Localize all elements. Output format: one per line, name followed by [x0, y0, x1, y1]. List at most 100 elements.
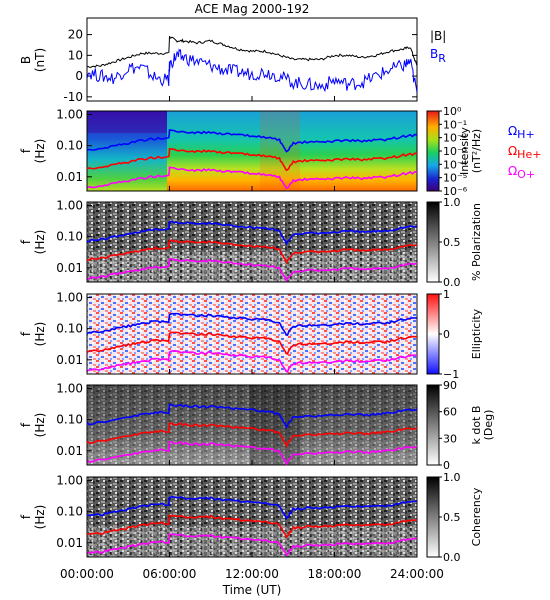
- legend-omega-he: ΩHe+: [508, 144, 541, 161]
- legend-label-btotal: |B|: [430, 29, 446, 43]
- f-ylabel: f: [19, 514, 33, 519]
- x-axis-label: Time (UT): [222, 583, 282, 597]
- colorbar-tick-label: 0.5: [443, 236, 461, 249]
- gyrofrequency-legend: ΩH+ ΩHe+ ΩO+: [508, 124, 541, 181]
- colorbar-label-text: Ellipticity: [470, 308, 483, 359]
- colorbar-tick-label: 10⁻⁵: [443, 172, 467, 185]
- colorbar-tick-label: 10⁻³: [443, 145, 467, 158]
- b-yticks: -10 0 10 20: [63, 28, 417, 104]
- colorbar-tick-label: 10⁰: [443, 105, 462, 118]
- panel-frame: [86, 17, 418, 102]
- colorbar-label: k dot B: [470, 406, 483, 445]
- legend-omega-h-main: Ω: [508, 124, 517, 138]
- f-ytick-label: 1.00: [56, 291, 83, 305]
- f-yunit-text: (Hz): [33, 230, 47, 255]
- f-ylabel: f: [19, 422, 33, 427]
- b-ylabel-text: B: [19, 56, 33, 64]
- legend-omega-he-main: Ω: [508, 144, 517, 158]
- legend-omega-o-main: Ω: [508, 164, 517, 178]
- f-ylabel-text: f: [19, 148, 33, 153]
- colorbar-tick-label: 10⁻⁶: [443, 185, 468, 198]
- legend-omega-o: ΩO+: [508, 164, 535, 181]
- f-ylabel: f: [19, 331, 33, 336]
- gyrofrequency-line: [86, 495, 418, 520]
- colorbar: [426, 110, 440, 192]
- colorbar-tick-label: 0.0: [443, 276, 461, 289]
- colorbar-tick-label: 0.5: [443, 511, 461, 524]
- gyrofrequency-line: [86, 514, 418, 539]
- f-yunit: (Hz): [33, 413, 47, 438]
- kdotb-heatmap-event: [250, 385, 300, 465]
- gyrofrequency-line: [86, 312, 418, 337]
- legend-omega-h: ΩH+: [508, 124, 535, 141]
- f-yunit-text: (Hz): [33, 505, 47, 530]
- intensity-heatmap-top-band: [87, 111, 167, 133]
- f-ytick-label: 0.10: [56, 322, 83, 336]
- f-yunit: (Hz): [33, 322, 47, 347]
- f-ytick-label: 1.00: [56, 474, 83, 488]
- colorbar-label: Ellipticity: [470, 308, 483, 359]
- b-ylabel: B: [19, 56, 33, 64]
- gyrofrequency-line: [86, 129, 418, 153]
- f-ylabel: f: [19, 148, 33, 153]
- b-ytick-label: 20: [68, 28, 83, 42]
- legend-omega-he-sub: He+: [517, 148, 541, 161]
- colorbar-label-text: Coherency: [470, 487, 483, 546]
- colorbar-tick-label: 0.0: [443, 551, 461, 564]
- f-ytick-label: 0.01: [56, 261, 83, 275]
- colorbar: [426, 476, 440, 558]
- gyrofrequency-line: [86, 331, 418, 355]
- colorbar-label: Coherency: [470, 487, 483, 546]
- f-ylabel-text: f: [19, 422, 33, 427]
- series-line-btotal: [87, 35, 417, 69]
- colorbar: [426, 293, 440, 375]
- colorbar-tick-label: 0: [443, 459, 450, 472]
- f-yunit-text: (Hz): [33, 413, 47, 438]
- f-ytick-label: 1.00: [56, 199, 83, 213]
- dynamic-marks: 1.000.100.01f (Hz)10⁰10⁻¹10⁻²10⁻³10⁻⁴10⁻⁵…: [19, 96, 495, 581]
- legend-omega-o-sub: O+: [517, 168, 535, 181]
- b-yunit-text: (nT): [33, 48, 47, 72]
- f-yunit: (Hz): [33, 230, 47, 255]
- colorbar-label: % Polarization: [470, 203, 483, 281]
- b-ytick-label: -10: [63, 90, 83, 104]
- colorbar-label-text: Intensity: [458, 127, 471, 175]
- gyrofrequency-line: [86, 532, 418, 557]
- f-yunit: (Hz): [33, 505, 47, 530]
- gyrofrequency-line: [86, 350, 418, 373]
- colorbar-tick-label: 90: [443, 379, 457, 392]
- f-ytick-label: 0.01: [56, 444, 83, 458]
- colorbar-unit: (nT²/Hz): [470, 129, 483, 173]
- colorbar-tick-label: 1: [443, 288, 450, 301]
- x-tick-label: 00:00:00: [60, 567, 114, 581]
- colorbar-tick-label: 0: [443, 328, 450, 341]
- colorbar-tick-label: 10⁻²: [443, 132, 467, 145]
- colorbar-label-text: % Polarization: [470, 203, 483, 281]
- f-ytick-label: 0.10: [56, 505, 83, 519]
- f-yunit: (Hz): [33, 139, 47, 164]
- colorbar-tick-label: 30: [443, 432, 457, 445]
- colorbar-tick-label: 60: [443, 406, 457, 419]
- colorbar-tick-label: 1.0: [443, 471, 461, 484]
- colorbar-tick-label: 10⁻¹: [443, 118, 467, 131]
- f-ytick-label: 0.01: [56, 536, 83, 550]
- gyrofrequency-line: [86, 166, 418, 190]
- legend-br-sub: R: [438, 52, 446, 65]
- gyrofrequency-line: [86, 257, 418, 283]
- f-ytick-label: 1.00: [56, 108, 83, 122]
- x-tick-label: 18:00:00: [308, 567, 362, 581]
- legend-label-br: BR: [430, 47, 446, 65]
- f-ytick-label: 0.10: [56, 230, 83, 244]
- colorbar-unit: (Deg): [482, 410, 495, 441]
- f-ytick-label: 0.10: [56, 413, 83, 427]
- gyrofrequency-line: [86, 403, 418, 430]
- colorbar-unit-text: (Deg): [482, 410, 495, 441]
- f-yunit-text: (Hz): [33, 139, 47, 164]
- chart-title: ACE Mag 2000-192: [195, 2, 310, 16]
- colorbar-tick-label: 10⁻⁴: [443, 158, 468, 171]
- x-tick-label: 12:00:00: [225, 567, 279, 581]
- gyrofrequency-line: [86, 147, 418, 172]
- colorbar-label: Intensity: [458, 127, 471, 175]
